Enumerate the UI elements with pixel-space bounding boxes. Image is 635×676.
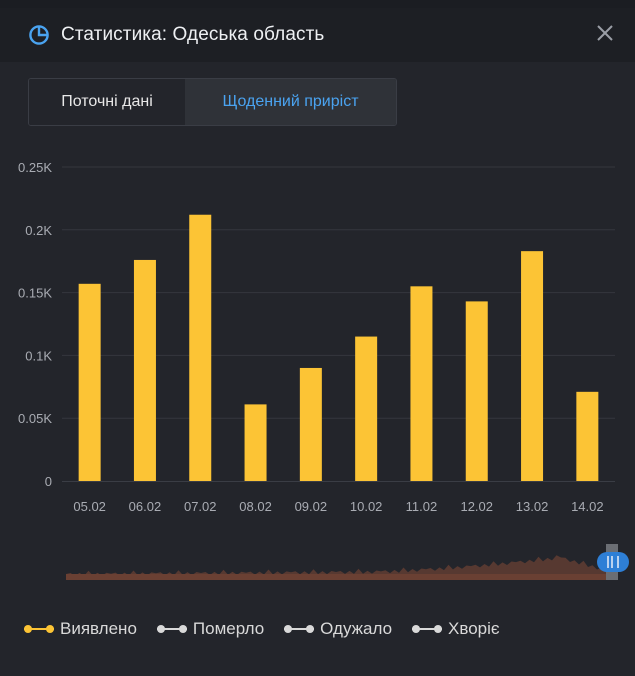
pie-clock-icon xyxy=(29,25,49,45)
legend-item-detected[interactable]: Виявлено xyxy=(24,619,137,639)
tab-daily-increase[interactable]: Щоденний приріст xyxy=(185,79,396,125)
x-tick-label: 11.02 xyxy=(406,499,438,514)
x-tick-label: 09.02 xyxy=(295,499,328,514)
legend-item-recovered[interactable]: Одужало xyxy=(284,619,392,639)
legend: Виявлено Померло Одужало Хворіє xyxy=(24,618,520,640)
modal-title: Статистика: Одеська область xyxy=(61,24,325,45)
overview-baseline xyxy=(66,574,606,580)
range-handle-icon[interactable] xyxy=(597,552,629,572)
x-tick-label: 10.02 xyxy=(350,499,383,514)
y-tick-label: 0.1K xyxy=(25,348,52,363)
bar xyxy=(189,214,212,481)
x-tick-label: 06.02 xyxy=(129,499,162,514)
x-tick-label: 13.02 xyxy=(516,499,549,514)
top-strip xyxy=(0,0,635,8)
bar xyxy=(133,259,156,481)
overview-timeline[interactable] xyxy=(0,540,635,590)
tab-current-data[interactable]: Поточні дані xyxy=(29,79,185,125)
x-tick-label: 12.02 xyxy=(460,499,493,514)
bar xyxy=(244,404,267,481)
y-tick-label: 0.2K xyxy=(25,223,52,238)
legend-label: Одужало xyxy=(320,619,393,638)
x-tick-label: 07.02 xyxy=(184,499,217,514)
legend-item-died[interactable]: Померло xyxy=(156,619,265,639)
overview-area xyxy=(66,555,606,580)
bar xyxy=(465,301,488,481)
legend-label: Померло xyxy=(192,619,265,638)
legend-item-sick[interactable]: Хворіє xyxy=(412,619,500,639)
bar xyxy=(299,367,322,481)
modal-header: Статистика: Одеська область xyxy=(0,8,635,62)
y-tick-label: 0.25K xyxy=(18,160,52,175)
x-tick-label: 14.02 xyxy=(571,499,604,514)
legend-marker-icon xyxy=(412,623,443,635)
bar xyxy=(576,391,599,481)
bar xyxy=(521,251,544,481)
legend-label: Виявлено xyxy=(60,619,137,638)
bar xyxy=(355,336,378,481)
x-tick-label: 05.02 xyxy=(73,499,106,514)
legend-marker-icon xyxy=(284,623,315,635)
y-tick-label: 0.15K xyxy=(18,286,52,301)
bar xyxy=(78,283,101,481)
x-tick-label: 08.02 xyxy=(239,499,272,514)
y-tick-label: 0.05K xyxy=(18,411,52,426)
legend-marker-icon xyxy=(156,623,187,635)
y-tick-label: 0 xyxy=(45,474,52,489)
legend-label: Хворіє xyxy=(448,619,500,638)
bar xyxy=(410,286,433,481)
legend-marker-icon xyxy=(24,623,54,635)
tab-group: Поточні дані Щоденний приріст xyxy=(28,78,397,126)
close-icon[interactable] xyxy=(595,23,615,43)
bar-chart: 0 0.05K 0.1K 0.15K 0.2K 0.25K 05.02 06.02 07.02 0… xyxy=(18,160,615,514)
